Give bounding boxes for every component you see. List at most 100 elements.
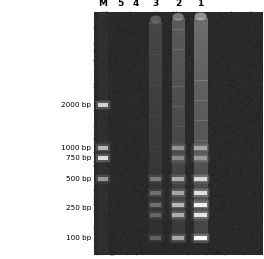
Point bbox=[102, 211, 106, 215]
Point bbox=[150, 221, 154, 225]
Point bbox=[155, 185, 159, 189]
Point bbox=[241, 191, 246, 196]
Point bbox=[142, 12, 146, 16]
Point bbox=[233, 169, 237, 173]
Point bbox=[179, 75, 183, 79]
Point bbox=[154, 212, 158, 216]
Point bbox=[127, 154, 131, 159]
Point bbox=[166, 145, 170, 149]
Point bbox=[115, 54, 119, 58]
Point bbox=[117, 208, 121, 212]
Point bbox=[179, 74, 183, 78]
Bar bbox=[194, 213, 207, 217]
Point bbox=[178, 238, 182, 242]
Point bbox=[170, 180, 174, 184]
Bar bbox=[149, 193, 162, 196]
Point bbox=[208, 191, 213, 195]
Point bbox=[173, 219, 177, 224]
Point bbox=[235, 246, 239, 250]
Point bbox=[202, 145, 207, 149]
Point bbox=[150, 198, 154, 202]
Point bbox=[254, 188, 259, 192]
Point bbox=[192, 151, 197, 155]
Point bbox=[227, 194, 231, 198]
Point bbox=[110, 105, 114, 109]
Point bbox=[229, 220, 233, 224]
Point bbox=[181, 185, 185, 189]
Point bbox=[182, 249, 186, 253]
Point bbox=[221, 222, 225, 226]
Point bbox=[238, 212, 243, 217]
Point bbox=[221, 233, 226, 237]
Point bbox=[144, 237, 148, 241]
Point bbox=[210, 53, 214, 57]
Point bbox=[246, 35, 250, 40]
Point bbox=[115, 133, 119, 137]
Point bbox=[201, 94, 205, 98]
Point bbox=[124, 181, 128, 185]
Point bbox=[113, 238, 117, 242]
Point bbox=[232, 117, 236, 121]
Point bbox=[196, 172, 200, 176]
Point bbox=[178, 89, 182, 93]
Point bbox=[225, 219, 230, 223]
Point bbox=[173, 116, 177, 120]
Point bbox=[150, 186, 155, 190]
Point bbox=[244, 125, 248, 130]
Point bbox=[229, 218, 233, 222]
Point bbox=[244, 117, 249, 121]
Point bbox=[151, 16, 155, 20]
Point bbox=[97, 252, 101, 256]
Point bbox=[119, 211, 124, 215]
Point bbox=[133, 178, 137, 182]
Point bbox=[220, 108, 225, 112]
Point bbox=[98, 202, 102, 206]
Point bbox=[154, 45, 158, 49]
Point bbox=[181, 213, 185, 217]
Point bbox=[117, 117, 121, 121]
Point bbox=[192, 154, 197, 159]
Point bbox=[133, 168, 137, 172]
Point bbox=[148, 222, 152, 227]
Point bbox=[184, 67, 188, 71]
Point bbox=[241, 41, 246, 46]
Point bbox=[138, 83, 142, 88]
Point bbox=[230, 126, 234, 131]
Bar bbox=[149, 162, 162, 164]
Point bbox=[212, 198, 216, 203]
Point bbox=[143, 186, 147, 190]
Point bbox=[156, 246, 161, 250]
Point bbox=[177, 110, 181, 114]
Point bbox=[175, 95, 180, 99]
Point bbox=[254, 117, 258, 121]
Point bbox=[196, 45, 200, 49]
Point bbox=[166, 227, 171, 231]
Point bbox=[129, 87, 134, 91]
Point bbox=[172, 13, 176, 17]
Point bbox=[247, 55, 251, 60]
Point bbox=[116, 68, 120, 72]
Point bbox=[113, 70, 117, 74]
Point bbox=[116, 109, 121, 113]
Point bbox=[169, 237, 174, 241]
Point bbox=[188, 165, 193, 169]
Point bbox=[183, 105, 188, 109]
Point bbox=[152, 135, 156, 140]
Point bbox=[125, 206, 129, 210]
Point bbox=[146, 179, 150, 183]
Bar bbox=[172, 212, 185, 215]
Point bbox=[140, 83, 144, 87]
Point bbox=[127, 190, 131, 195]
Point bbox=[199, 82, 203, 86]
Point bbox=[249, 240, 253, 244]
Point bbox=[96, 135, 100, 139]
Point bbox=[133, 250, 137, 254]
Point bbox=[259, 190, 263, 195]
Point bbox=[117, 16, 121, 20]
Point bbox=[158, 108, 162, 112]
Point bbox=[170, 234, 175, 238]
Point bbox=[255, 229, 259, 233]
Point bbox=[158, 164, 162, 168]
Bar bbox=[172, 52, 185, 55]
Point bbox=[186, 143, 190, 147]
